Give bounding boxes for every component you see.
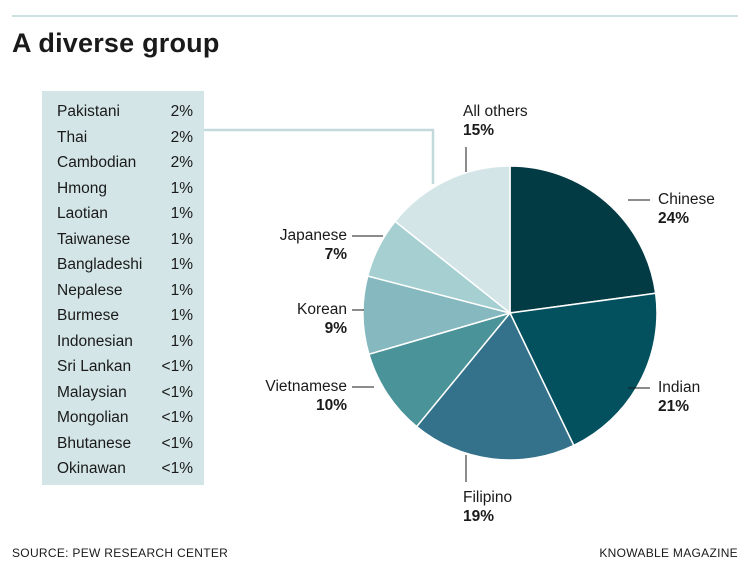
breakdown-label: Pakistani (57, 103, 120, 120)
breakdown-label: Bhutanese (57, 434, 132, 452)
breakdown-value: 2% (170, 154, 193, 171)
breakdown-row: Taiwanese 1% (57, 227, 193, 253)
breakdown-label: Nepalese (57, 281, 123, 299)
breakdown-row: Cambodian 2% (57, 150, 193, 176)
breakdown-label: Cambodian (57, 154, 137, 171)
breakdown-label: Indonesian (57, 332, 133, 350)
slice-label-filipino: Filipino (463, 489, 512, 506)
slice-value-indian: 21% (658, 398, 689, 415)
source-note: SOURCE: PEW RESEARCH CENTER (12, 546, 229, 560)
slice-label-korean: Korean (297, 301, 347, 318)
breakdown-row: Indonesian 1% (57, 329, 193, 355)
breakdown-value: 1% (170, 332, 193, 350)
breakdown-row: Pakistani 2% (57, 99, 193, 125)
breakdown-connector (204, 128, 435, 184)
breakdown-label: Hmong (57, 179, 107, 197)
all-others-breakdown-panel (42, 91, 204, 485)
breakdown-label: Mongolian (57, 409, 129, 426)
breakdown-row: Malaysian <1% (57, 380, 193, 406)
breakdown-label: Laotian (57, 205, 108, 222)
breakdown-row: Thai 2% (57, 125, 193, 151)
slice-label-indian: Indian (658, 379, 700, 396)
pie-slice-indian (508, 292, 658, 447)
breakdown-value: <1% (161, 409, 193, 426)
breakdown-row: Bangladeshi 1% (57, 252, 193, 278)
publisher-credit: KNOWABLE MAGAZINE (599, 546, 738, 560)
breakdown-label: Thai (57, 128, 88, 146)
breakdown-row: Laotian 1% (57, 201, 193, 227)
pie-slice-all-others (394, 165, 511, 315)
chart-title: A diverse group (12, 28, 220, 58)
breakdown-label: Okinawan (57, 460, 126, 477)
breakdown-value: <1% (161, 383, 193, 401)
breakdown-label: Sri Lankan (57, 358, 132, 375)
breakdown-value: 1% (170, 256, 193, 273)
breakdown-value: 1% (170, 307, 193, 324)
slice-label-chinese: Chinese (658, 191, 715, 208)
breakdown-row: Nepalese 1% (57, 278, 193, 304)
breakdown-value: 2% (170, 128, 193, 146)
breakdown-row: Sri Lankan <1% (57, 354, 193, 380)
slice-value-vietnamese: 10% (316, 397, 347, 414)
slice-value-chinese: 24% (658, 210, 689, 227)
slice-label-japanese: Japanese (280, 227, 347, 244)
breakdown-label: Bangladeshi (57, 256, 143, 273)
breakdown-row: Bhutanese <1% (57, 431, 193, 457)
slice-value-filipino: 19% (463, 508, 494, 525)
pie-slice-vietnamese (367, 311, 513, 428)
breakdown-row: Hmong 1% (57, 176, 193, 202)
breakdown-value: 2% (170, 103, 193, 120)
slice-label-vietnamese: Vietnamese (265, 378, 347, 395)
breakdown-value: 1% (170, 179, 193, 197)
breakdown-value: <1% (161, 358, 193, 375)
breakdown-row: Burmese 1% (57, 303, 193, 329)
breakdown-row: Mongolian <1% (57, 405, 193, 431)
pie-slice-chinese (509, 165, 657, 314)
breakdown-value: 1% (170, 230, 193, 248)
breakdown-label: Taiwanese (57, 230, 131, 248)
slice-value-korean: 9% (325, 320, 348, 337)
breakdown-value: <1% (161, 434, 193, 452)
slice-value-all-others: 15% (463, 122, 494, 139)
slice-value-japanese: 7% (325, 246, 348, 263)
breakdown-label: Malaysian (57, 383, 127, 401)
breakdown-label: Burmese (57, 307, 120, 324)
top-rule (12, 15, 738, 17)
slice-label-all-others: All others (463, 103, 528, 120)
breakdown-value: 1% (170, 281, 193, 299)
pie-slice-filipino (415, 311, 575, 461)
all-others-breakdown-list: Pakistani 2% Thai 2% Cambodian 2% Hmong 1% Laoti… (57, 99, 193, 482)
breakdown-value: 1% (170, 205, 193, 222)
breakdown-value: <1% (161, 460, 193, 477)
breakdown-row: Okinawan <1% (57, 456, 193, 482)
